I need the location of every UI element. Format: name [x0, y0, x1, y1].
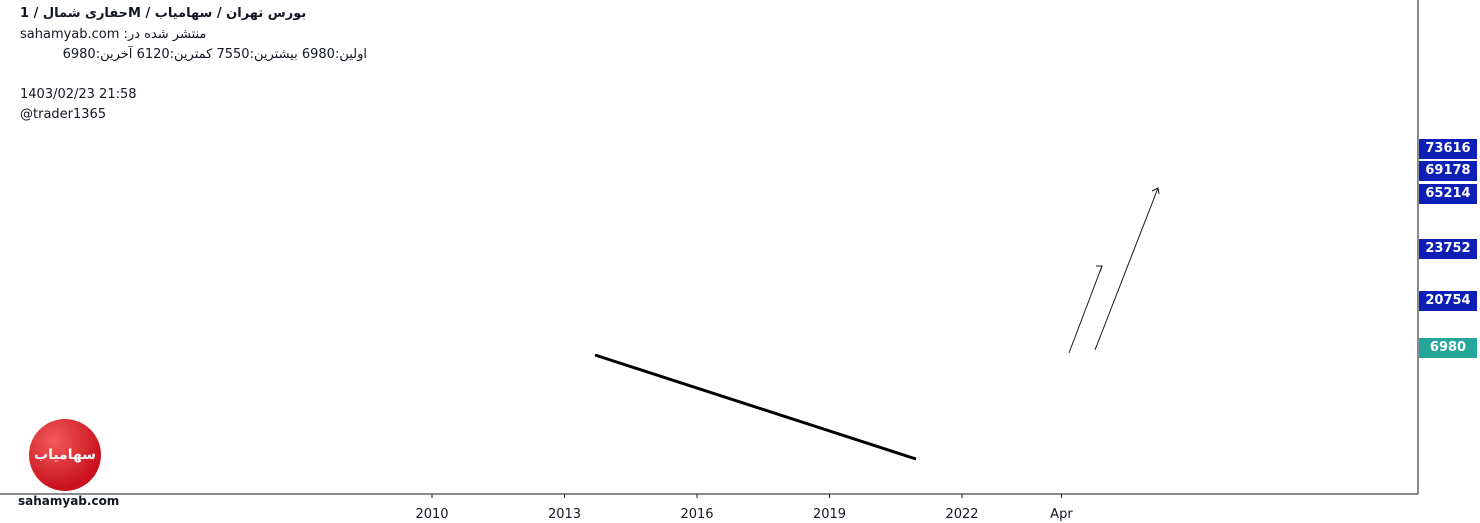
ohlc-readout: اولین:6980 بیشترین:7550 کمترین:6120 آخری…: [62, 47, 367, 62]
trendline: [594, 353, 917, 461]
projection-arrow-1: [1068, 265, 1103, 354]
price-tag: 6980: [1419, 338, 1477, 358]
publish-timestamp: 1403/02/23 21:58: [20, 87, 137, 102]
price-tag: 69178: [1419, 161, 1477, 181]
x-tick-label: 2010: [415, 507, 449, 522]
x-tick-label: 2013: [547, 507, 582, 522]
x-tick-label: 2016: [680, 507, 714, 522]
price-tag: 20754: [1419, 291, 1477, 311]
arrow-head-1: [1096, 265, 1103, 273]
arrow-head-2: [1151, 187, 1160, 195]
projection-arrow-2: [1094, 187, 1159, 351]
sahamyab-logo: سهامیاب: [29, 419, 101, 491]
price-tag: 23752: [1419, 239, 1477, 259]
drawings: [594, 187, 1160, 461]
author-handle: @trader1365: [20, 107, 107, 122]
price-tag: 73616: [1419, 139, 1477, 159]
published-on: sahamyab.com :منتشر شده در: [20, 27, 207, 42]
price-tag: 65214: [1419, 184, 1477, 204]
axes: [0, 0, 1419, 498]
x-tick-label: 2022: [945, 507, 979, 522]
logo-text: سهامیاب: [34, 447, 96, 463]
x-tick-label: 2019: [812, 507, 847, 522]
site-brand: sahamyab.com: [18, 494, 120, 508]
x-tick-label: Apr: [1050, 507, 1073, 522]
chart-title: حفاری شمال / 1M / بورس تهران / سهامیاب: [20, 6, 307, 21]
